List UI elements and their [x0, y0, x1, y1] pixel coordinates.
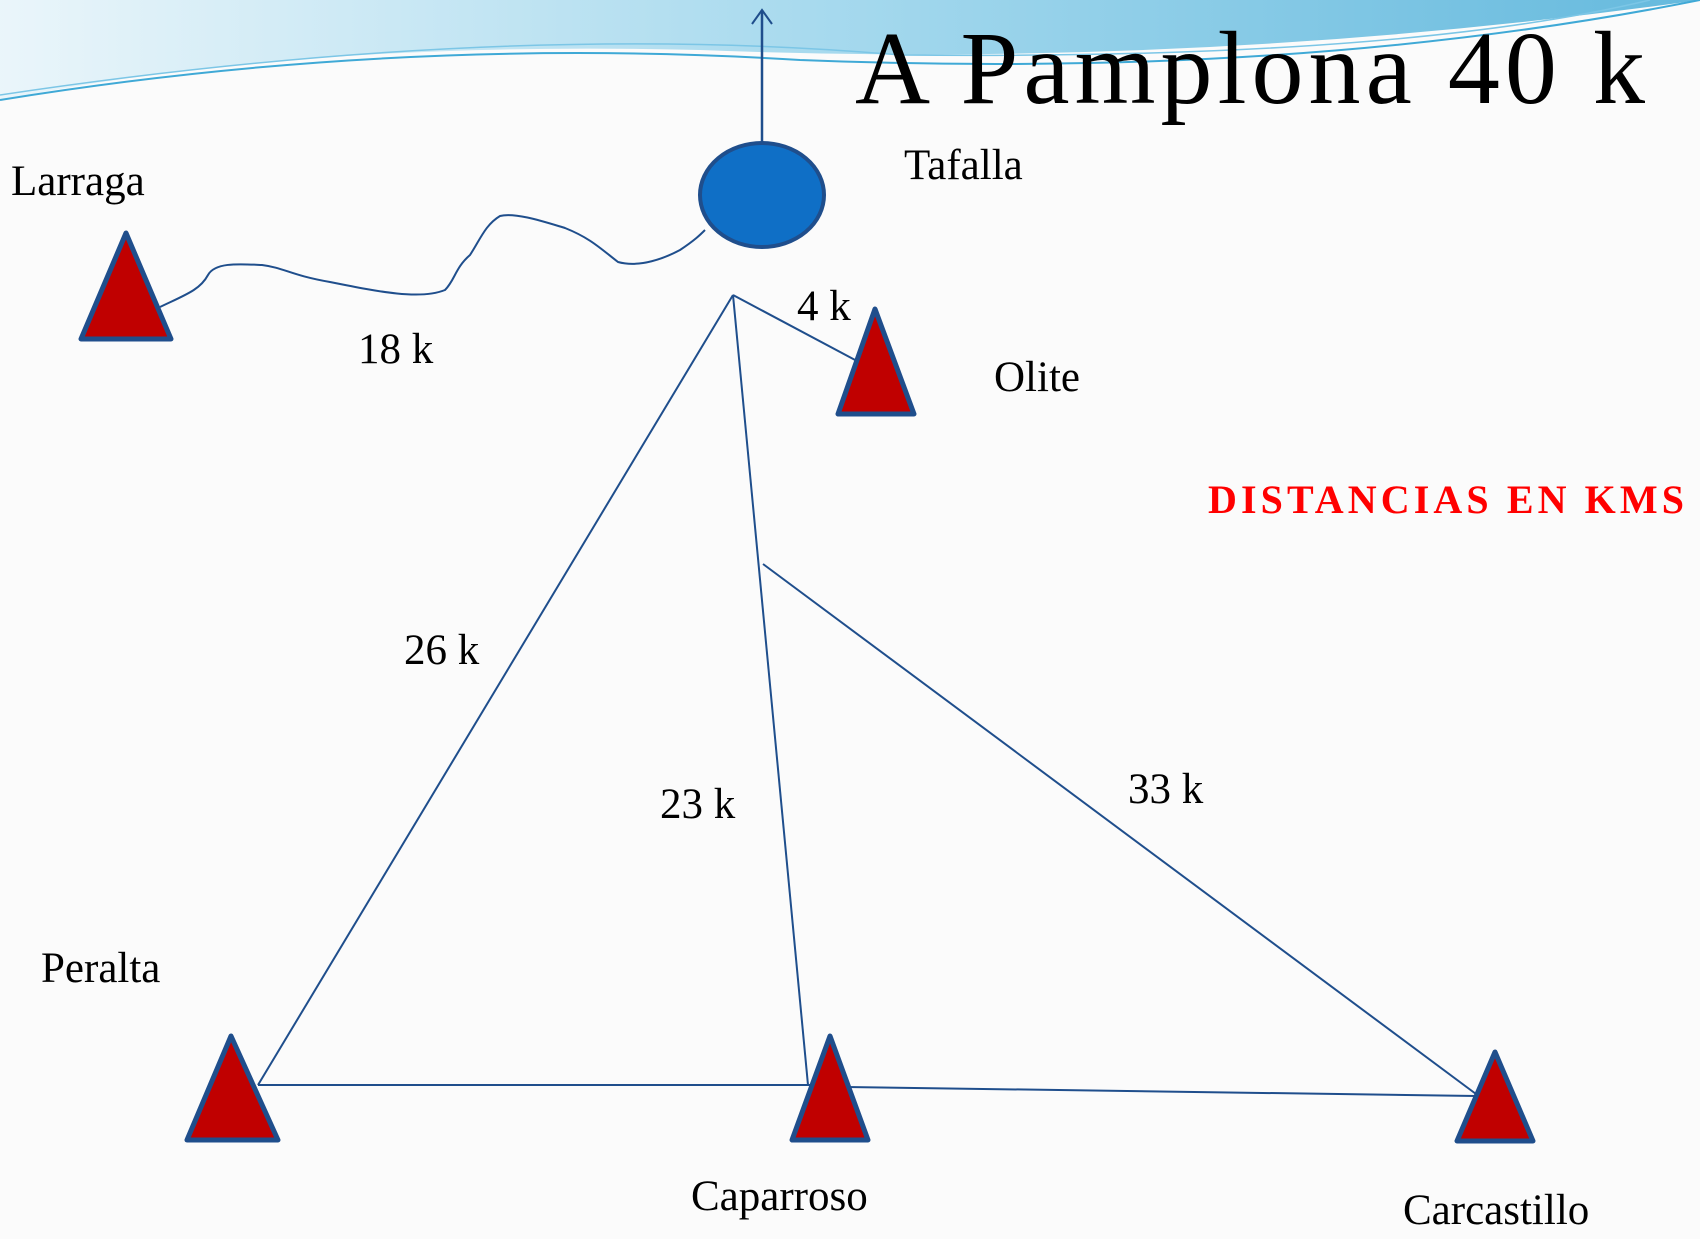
town-triangle [835, 306, 917, 417]
town-label: Olite [994, 354, 1080, 401]
town-triangle [184, 1033, 281, 1143]
distance-label: 26 k [404, 627, 480, 674]
distance-label: 4 k [797, 283, 851, 330]
town-label: Larraga [11, 158, 145, 205]
header-line [0, 0, 1700, 101]
town-label: Tafalla [904, 142, 1023, 189]
distance-label: 23 k [660, 781, 736, 828]
town-triangle [78, 230, 174, 342]
town-circle [698, 141, 826, 249]
road [762, 563, 1477, 1095]
road [845, 1086, 1477, 1097]
road [257, 294, 734, 1086]
town-label: Carcastillo [1403, 1187, 1589, 1234]
distance-label: 33 k [1128, 766, 1204, 813]
road [732, 294, 858, 362]
town-label: Peralta [41, 945, 160, 992]
town-label: Caparroso [691, 1173, 868, 1220]
road [159, 214, 706, 308]
distance-label: 18 k [358, 326, 434, 373]
arrow-head [751, 8, 773, 25]
town-triangle [789, 1033, 871, 1143]
header-swoosh [0, 0, 1700, 100]
town-triangle [1454, 1049, 1536, 1144]
header-line [0, 0, 1651, 96]
road [732, 294, 809, 1086]
note: DISTANCIAS EN KMS [1208, 477, 1684, 522]
